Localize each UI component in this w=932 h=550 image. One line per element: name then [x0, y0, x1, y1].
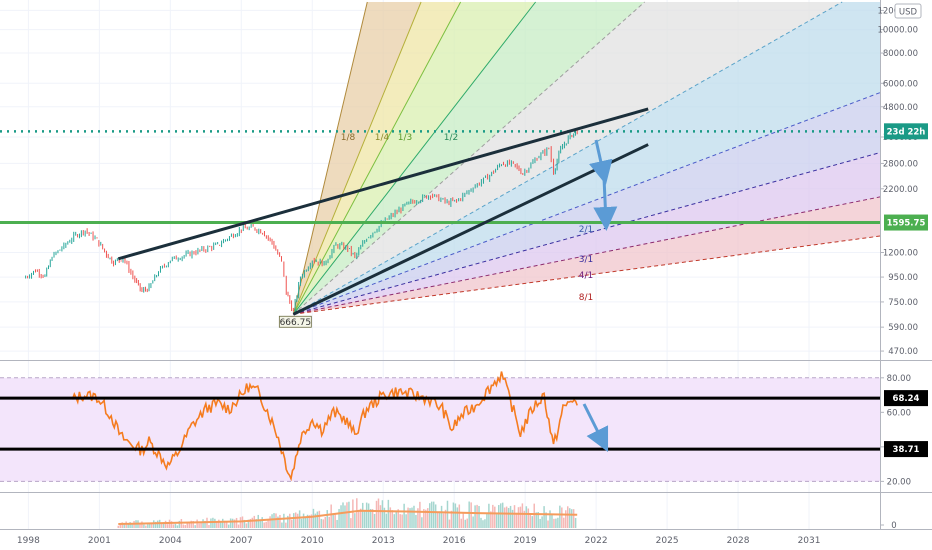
x-tick-label: 2031 [798, 536, 821, 546]
countdown-tag-bg [884, 123, 928, 140]
fan-label: 2/1 [579, 225, 593, 235]
support-price-tag-bg [884, 214, 928, 231]
fan-ray [292, 1, 368, 315]
rsi-series [0, 371, 880, 482]
fan-ray [292, 1, 536, 315]
rsi-band [0, 377, 880, 482]
rsi-upper-tag-text: 68.24 [893, 394, 920, 404]
channel-line [117, 107, 649, 261]
fan-label: 8/1 [579, 293, 593, 303]
drawing-overlays: 666.75 [0, 107, 880, 328]
price-tick-label: 2200.00 [883, 185, 918, 195]
fan-label: 3/1 [579, 255, 593, 265]
rsi-tick-label: 60.00 [887, 408, 911, 418]
rsi-tick-label: 80.00 [887, 374, 911, 384]
x-tick-label: 2025 [656, 536, 679, 546]
gann-fan: 1/8 1/4 1/3 1/2 2/1 3/1 4/1 8/1 [292, 1, 881, 315]
rsi-lower-tag-bg [884, 441, 928, 458]
x-tick-label: 2028 [727, 536, 750, 546]
countdown-tag: 23d 22h [884, 123, 928, 140]
countdown-tag-text: 23d 22h [887, 127, 926, 137]
support-price-tag-text: 1595.75 [887, 219, 926, 229]
rsi-upper-tag-bg [884, 390, 928, 407]
currency-label: USD [899, 8, 918, 18]
low-label: 666.75 [278, 315, 312, 328]
x-tick-label: 2016 [443, 536, 466, 546]
fan-ray [293, 152, 881, 315]
fan-ray [293, 196, 881, 315]
volume-ma-line [118, 509, 578, 525]
price-tick-label: 8000.00 [883, 49, 918, 59]
fan-label: 4/1 [579, 271, 593, 281]
price-scale[interactable]: 12000.0010000.008000.006000.004800.00360… [877, 6, 928, 531]
fan-label: 1/2 [444, 133, 458, 143]
fan-wedge [293, 2, 880, 315]
price-tick-label: 2800.00 [883, 159, 918, 169]
low-label-box [278, 315, 312, 328]
time-scale[interactable]: 1998 2001 2004 2007 2010 2013 2016 2019 2022 2025… [17, 536, 821, 546]
price-tick-label: 950.00 [888, 273, 918, 283]
price-tick-label: 470.00 [888, 347, 918, 357]
fan-label: 1/4 [375, 133, 390, 143]
x-tick-label: 1998 [17, 536, 40, 546]
price-tick-label: 590.00 [888, 323, 918, 333]
fan-ray [293, 235, 881, 315]
volume-series [117, 498, 578, 528]
low-label-text: 666.75 [280, 318, 312, 328]
forecast-arrow [593, 177, 618, 231]
x-tick-label: 2019 [514, 536, 537, 546]
x-tick-label: 2004 [159, 536, 182, 546]
fan-ray [292, 1, 462, 315]
price-tick-label: 10000.00 [877, 26, 918, 36]
fan-ray [293, 1, 843, 315]
x-tick-label: 2022 [585, 536, 608, 546]
x-tick-label: 2010 [301, 536, 324, 546]
rsi-lower-tag: 38.71 [884, 441, 928, 458]
rsi-tick-label: 20.00 [887, 477, 911, 487]
rsi-forecast-arrow [582, 403, 609, 453]
fan-ray [293, 1, 645, 315]
rsi-line [70, 371, 578, 482]
x-tick-label: 2001 [88, 536, 111, 546]
forecast-arrow [589, 139, 613, 185]
price-series [25, 129, 578, 315]
currency-box[interactable] [894, 3, 922, 19]
price-tick-label: 4800.00 [883, 103, 918, 113]
x-tick-label: 2007 [230, 536, 253, 546]
x-tick-label: 2013 [372, 536, 395, 546]
volume-tick-label: 0 [891, 521, 896, 531]
rsi-lower-tag-text: 38.71 [893, 445, 920, 455]
price-tick-label: 1200.00 [883, 249, 918, 259]
support-price-tag: 1595.75 [884, 214, 928, 231]
fan-label: 1/8 [341, 133, 356, 143]
fan-label: 1/3 [398, 133, 412, 143]
rsi-upper-tag: 68.24 [884, 390, 928, 407]
price-tick-label: 6000.00 [883, 79, 918, 89]
price-tick-label: 750.00 [888, 298, 918, 308]
